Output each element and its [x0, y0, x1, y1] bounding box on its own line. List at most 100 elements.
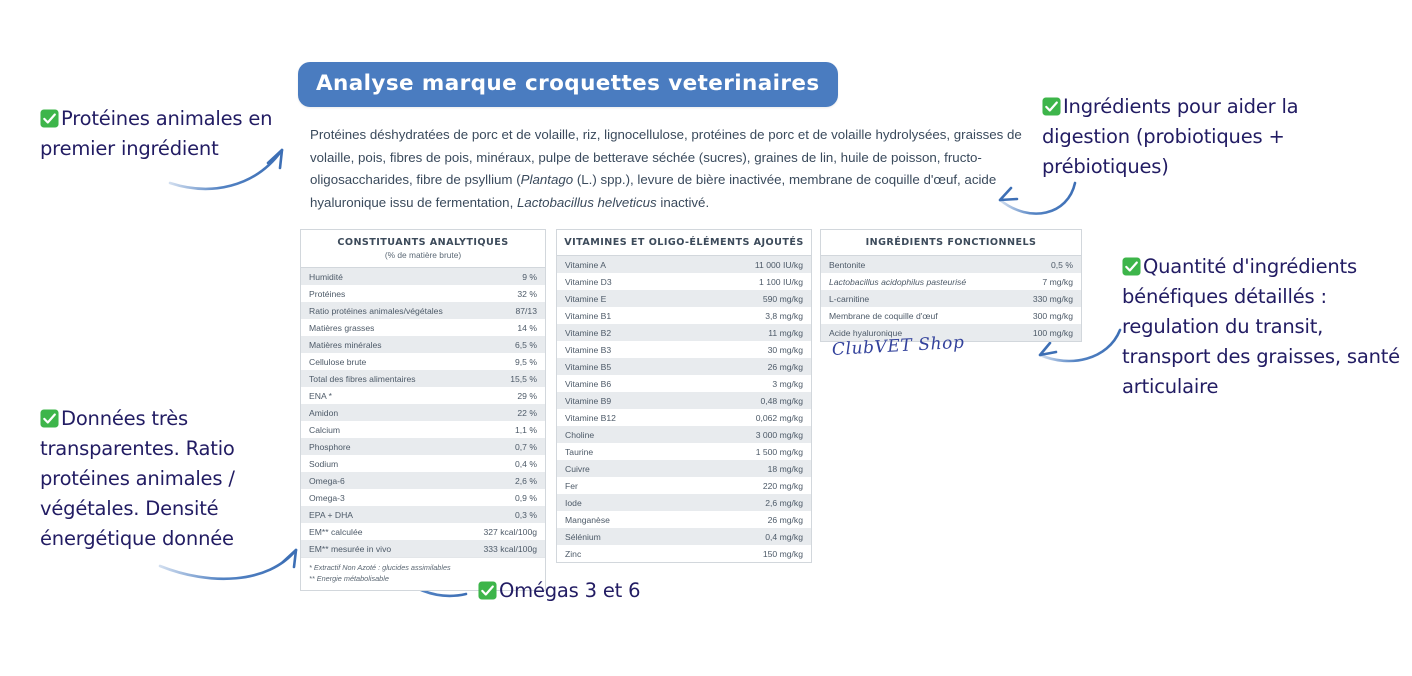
- table-row: EM** calculée 327 kcal/100g: [301, 523, 545, 540]
- table-body-functional: Bentonite 0,5 % Lactobacillus acidophilus …: [821, 256, 1081, 341]
- row-label: EM** calculée: [309, 526, 363, 537]
- table-title: VITAMINES ET OLIGO-ÉLÉMENTS AJOUTÉS: [564, 237, 804, 248]
- row-value: 87/13: [515, 305, 537, 316]
- row-value: 1 100 IU/kg: [759, 276, 803, 287]
- row-value: 0,9 %: [515, 492, 537, 503]
- ingredients-text-3: inactivé.: [656, 194, 710, 210]
- row-value: 0,48 mg/kg: [760, 395, 803, 406]
- row-label: L-carnitine: [829, 293, 870, 304]
- row-value: 29 %: [517, 390, 537, 401]
- table-row: Cuivre 18 mg/kg: [557, 460, 811, 477]
- table-row: Phosphore 0,7 %: [301, 438, 545, 455]
- row-value: 100 mg/kg: [1032, 327, 1073, 338]
- ingredients-italic-lactobacillus: Lactobacillus helveticus: [516, 194, 657, 210]
- row-label: Vitamine D3: [565, 276, 612, 287]
- table-subtitle: (% de matière brute): [384, 250, 462, 260]
- row-label: Matières grasses: [309, 322, 375, 333]
- annotation-quantity: Quantité d'ingrédients bénéfiques détail…: [1122, 252, 1412, 402]
- row-value: 150 mg/kg: [762, 548, 803, 559]
- table-row: Vitamine B6 3 mg/kg: [557, 375, 811, 392]
- row-value: 0,7 %: [515, 441, 537, 452]
- annotation-digestion: Ingrédients pour aider la digestion (pro…: [1042, 92, 1342, 182]
- row-label: Vitamine B1: [565, 310, 612, 321]
- row-label: Choline: [565, 429, 595, 440]
- row-value: 11 mg/kg: [768, 327, 803, 338]
- table-title: CONSTITUANTS ANALYTIQUES: [337, 237, 509, 248]
- row-value: 0,3 %: [515, 509, 537, 520]
- table-row: Amidon 22 %: [301, 404, 545, 421]
- table-row: ENA * 29 %: [301, 387, 545, 404]
- table-title: INGRÉDIENTS FONCTIONNELS: [865, 237, 1037, 248]
- row-value: 1 500 mg/kg: [755, 446, 803, 457]
- row-label: Cuivre: [565, 463, 590, 474]
- row-value: 0,5 %: [1051, 259, 1073, 270]
- row-value: 9 %: [522, 271, 537, 282]
- row-label: Vitamine B9: [565, 395, 612, 406]
- ingredients-italic-plantago: Plantago: [520, 172, 574, 187]
- table-row: Vitamine B3 30 mg/kg: [557, 341, 811, 358]
- table-row: Cellulose brute 9,5 %: [301, 353, 545, 370]
- row-label: Acide hyaluronique: [829, 327, 903, 338]
- row-value: 0,062 mg/kg: [755, 412, 803, 423]
- table-row: Ratio protéines animales/végétales 87/13: [301, 302, 545, 319]
- row-label: Phosphore: [309, 441, 351, 452]
- row-value: 15,5 %: [510, 373, 537, 384]
- annotation-omegas-text: Omégas 3 et 6: [499, 579, 641, 602]
- table-row: Iode 2,6 mg/kg: [557, 494, 811, 511]
- table-row: Total des fibres alimentaires 15,5 %: [301, 370, 545, 387]
- row-label: Sodium: [309, 458, 339, 469]
- row-value: 330 mg/kg: [1032, 293, 1073, 304]
- table-row: Omega-3 0,9 %: [301, 489, 545, 506]
- table-row: Omega-6 2,6 %: [301, 472, 545, 489]
- row-label: Omega-6: [309, 475, 345, 486]
- table-row: Zinc 150 mg/kg: [557, 545, 811, 562]
- table-analytical-constituents: CONSTITUANTS ANALYTIQUES (% de matière b…: [300, 229, 546, 591]
- row-value: 220 mg/kg: [762, 480, 803, 491]
- row-value: 30 mg/kg: [767, 344, 803, 355]
- table-row: Sodium 0,4 %: [301, 455, 545, 472]
- row-value: 0,4 %: [515, 458, 537, 469]
- table-row: Calcium 1,1 %: [301, 421, 545, 438]
- row-label: Vitamine B3: [565, 344, 612, 355]
- check-icon: [478, 579, 497, 600]
- row-label: Cellulose brute: [309, 356, 367, 367]
- row-value: 2,6 mg/kg: [765, 497, 803, 508]
- annotation-data-text: Données très transparentes. Ratio protéi…: [40, 407, 235, 550]
- table-functional-ingredients: INGRÉDIENTS FONCTIONNELS Bentonite 0,5 % L…: [820, 229, 1082, 342]
- row-label: Lactobacillus acidophilus pasteurisé: [829, 276, 967, 287]
- table-header: CONSTITUANTS ANALYTIQUES (% de matière b…: [301, 230, 545, 268]
- row-label: Total des fibres alimentaires: [309, 373, 416, 384]
- row-label: Calcium: [309, 424, 341, 435]
- row-value: 300 mg/kg: [1032, 310, 1073, 321]
- row-label: Amidon: [309, 407, 339, 418]
- table-footnotes: * Extractif Non Azoté : glucides assimil…: [301, 557, 545, 590]
- table-row: EPA + DHA 0,3 %: [301, 506, 545, 523]
- row-label: Humidité: [309, 271, 343, 282]
- table-row: Vitamine B5 26 mg/kg: [557, 358, 811, 375]
- row-value: 18 mg/kg: [767, 463, 803, 474]
- annotation-quantity-text: Quantité d'ingrédients bénéfiques détail…: [1122, 255, 1400, 398]
- row-label: Vitamine A: [565, 259, 606, 270]
- row-value: 3 mg/kg: [772, 378, 803, 389]
- ingredients-text-1: Protéines déshydratées de porc et de vol…: [310, 127, 1022, 187]
- table-row: Vitamine E 590 mg/kg: [557, 290, 811, 307]
- row-label: Vitamine B6: [565, 378, 612, 389]
- table-row: Vitamine D3 1 100 IU/kg: [557, 273, 811, 290]
- footnote-2: ** Energie métabolisable: [309, 573, 389, 583]
- row-label: ENA *: [309, 390, 332, 401]
- annotation-data-transparency: Données très transparentes. Ratio protéi…: [40, 404, 330, 554]
- ingredients-paragraph: Protéines déshydratées de porc et de vol…: [310, 124, 1028, 214]
- row-label: Sélénium: [565, 531, 601, 542]
- row-label: Bentonite: [829, 259, 866, 270]
- table-row: Sélénium 0,4 mg/kg: [557, 528, 811, 545]
- row-label: Membrane de coquille d'œuf: [829, 310, 938, 321]
- row-value: 0,4 mg/kg: [765, 531, 803, 542]
- row-label: Vitamine B2: [565, 327, 612, 338]
- row-label: Zinc: [565, 548, 582, 559]
- table-row: Matières minérales 6,5 %: [301, 336, 545, 353]
- table-row: Fer 220 mg/kg: [557, 477, 811, 494]
- table-row: Choline 3 000 mg/kg: [557, 426, 811, 443]
- annotation-digestion-text: Ingrédients pour aider la digestion (pro…: [1042, 95, 1299, 178]
- table-header: VITAMINES ET OLIGO-ÉLÉMENTS AJOUTÉS: [557, 230, 811, 256]
- row-label: Taurine: [565, 446, 594, 457]
